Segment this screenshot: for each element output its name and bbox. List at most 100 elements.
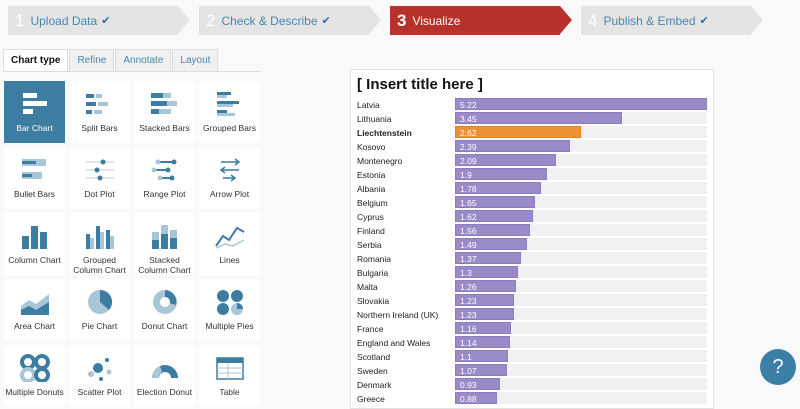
chart-type-multiple-donuts[interactable]: Multiple Donuts	[4, 345, 65, 407]
tab-chart-type[interactable]: Chart type	[3, 49, 69, 71]
chart-type-label: Stacked Bars	[139, 123, 190, 134]
step-2[interactable]: 2 Check & Describe ✔	[199, 6, 381, 35]
bar-chart-icon	[18, 90, 52, 124]
step-1[interactable]: 1 Upload Data ✔	[8, 6, 190, 35]
grouped-column-icon	[83, 222, 117, 256]
chart-type-bullet-bars[interactable]: Bullet Bars	[4, 147, 65, 209]
bar: 1.65	[455, 196, 535, 208]
chart-type-pie-chart[interactable]: Pie Chart	[69, 279, 130, 341]
bar-row: Serbia 1.49	[357, 238, 709, 252]
bar-label: Greece	[357, 394, 385, 404]
bar-track: 1.62	[455, 210, 707, 222]
step-3[interactable]: 3 Visualize	[390, 6, 572, 35]
check-icon: ✔	[699, 15, 709, 27]
bar-label: Bulgaria	[357, 268, 389, 278]
bar-row: Montenegro 2.09	[357, 154, 709, 168]
bar-value-label: 1.65	[460, 198, 477, 208]
step-number: 2	[206, 10, 216, 30]
chart-type-split-bars[interactable]: Split Bars	[69, 81, 130, 143]
bar-track: 2.39	[455, 140, 707, 152]
bar-track: 1.3	[455, 266, 707, 278]
bar-row: Belgium 1.65	[357, 196, 709, 210]
bar: 2.62	[455, 126, 582, 138]
chart-type-label: Pie Chart	[81, 321, 118, 332]
step-label: Visualize	[412, 13, 461, 28]
bar: 1.9	[455, 168, 547, 180]
bar-row: Finland 1.56	[357, 224, 709, 238]
chart-type-label: Bullet Bars	[13, 189, 56, 200]
chart-type-lines[interactable]: Lines	[199, 213, 260, 275]
bar-track: 1.37	[455, 252, 707, 264]
chart-type-label: Table	[219, 387, 240, 398]
chart-type-label: Dot Plot	[84, 189, 115, 200]
bar-value-label: 2.39	[460, 142, 477, 152]
bar-label: Serbia	[357, 240, 382, 250]
bar-row: Cyprus 1.62	[357, 210, 709, 224]
step-4[interactable]: 4 Publish & Embed ✔	[581, 6, 763, 35]
bar-row: Scotland 1.1	[357, 350, 709, 364]
dot-plot-icon	[83, 156, 117, 190]
bar-value-label: 1.26	[460, 282, 477, 292]
tab-annotate[interactable]: Annotate	[115, 49, 172, 71]
bar: 1.14	[455, 336, 511, 348]
bar-track: 1.14	[455, 336, 707, 348]
bar-track: 1.26	[455, 280, 707, 292]
step-label: Upload Data	[30, 13, 98, 28]
bar-row: Greece 0.88	[357, 392, 709, 406]
bar: 1.26	[455, 280, 516, 292]
bar: 3.45	[455, 112, 622, 124]
bar-value-label: 2.09	[460, 156, 477, 166]
tab-layout[interactable]: Layout	[172, 49, 219, 71]
bar-value-label: 1.62	[460, 212, 477, 222]
bar: 1.78	[455, 182, 541, 194]
bar-row: Bulgaria 1.3	[357, 266, 709, 280]
chart-type-scatter-plot[interactable]: Scatter Plot	[69, 345, 130, 407]
help-button[interactable]: ?	[760, 349, 796, 385]
chart-type-grouped-column-chart[interactable]: Grouped Column Chart	[69, 213, 130, 275]
bar-row: Romania 1.37	[357, 252, 709, 266]
chart-type-label: Split Bars	[81, 123, 118, 134]
chart-type-column-chart[interactable]: Column Chart	[4, 213, 65, 275]
bar-track: 1.49	[455, 238, 707, 250]
chart-type-grouped-bars[interactable]: Grouped Bars	[199, 81, 260, 143]
bullet-bars-icon	[18, 156, 52, 190]
tab-refine[interactable]: Refine	[69, 49, 115, 71]
election-donut-icon	[148, 354, 182, 388]
bar-row: Kosovo 2.39	[357, 140, 709, 154]
chart-type-label: Lines	[219, 255, 240, 266]
chart-type-range-plot[interactable]: Range Plot	[134, 147, 195, 209]
bar-label: Finland	[357, 226, 385, 236]
bar-row: Latvia 5.22	[357, 98, 709, 112]
chart-type-arrow-plot[interactable]: Arrow Plot	[199, 147, 260, 209]
table-icon	[213, 354, 247, 388]
bar-row: England and Wales 1.14	[357, 336, 709, 350]
bar: 2.09	[455, 154, 556, 166]
bar-track: 1.23	[455, 308, 707, 320]
bar-value-label: 1.37	[460, 254, 477, 264]
bar-track: 2.09	[455, 154, 707, 166]
bar-row: Denmark 0.93	[357, 378, 709, 392]
bar: 1.23	[455, 294, 515, 306]
chart-type-bar-chart[interactable]: Bar Chart	[4, 81, 65, 143]
sidebar-tabs: Chart type Refine Annotate Layout	[3, 49, 219, 71]
chart-type-label: Donut Chart	[141, 321, 188, 332]
chart-type-label: Column Chart	[8, 255, 61, 266]
scatter-plot-icon	[83, 354, 117, 388]
chart-type-election-donut[interactable]: Election Donut	[134, 345, 195, 407]
chart-type-table[interactable]: Table	[199, 345, 260, 407]
chart-title[interactable]: [ Insert title here ]	[357, 76, 483, 93]
chart-type-multiple-pies[interactable]: Multiple Pies	[199, 279, 260, 341]
bar-label: Slovakia	[357, 296, 390, 306]
bar-value-label: 0.93	[460, 380, 477, 390]
bar-value-label: 1.56	[460, 226, 477, 236]
chart-type-label: Multiple Pies	[205, 321, 254, 332]
chart-type-stacked-column-chart[interactable]: Stacked Column Chart	[134, 213, 195, 275]
chart-type-area-chart[interactable]: Area Chart	[4, 279, 65, 341]
chart-type-stacked-bars[interactable]: Stacked Bars	[134, 81, 195, 143]
chart-type-donut-chart[interactable]: Donut Chart	[134, 279, 195, 341]
bar-value-label: 1.1	[460, 352, 472, 362]
split-bars-icon	[83, 90, 117, 124]
chart-type-dot-plot[interactable]: Dot Plot	[69, 147, 130, 209]
chart-type-label: Area Chart	[13, 321, 56, 332]
bar-row: Sweden 1.07	[357, 364, 709, 378]
